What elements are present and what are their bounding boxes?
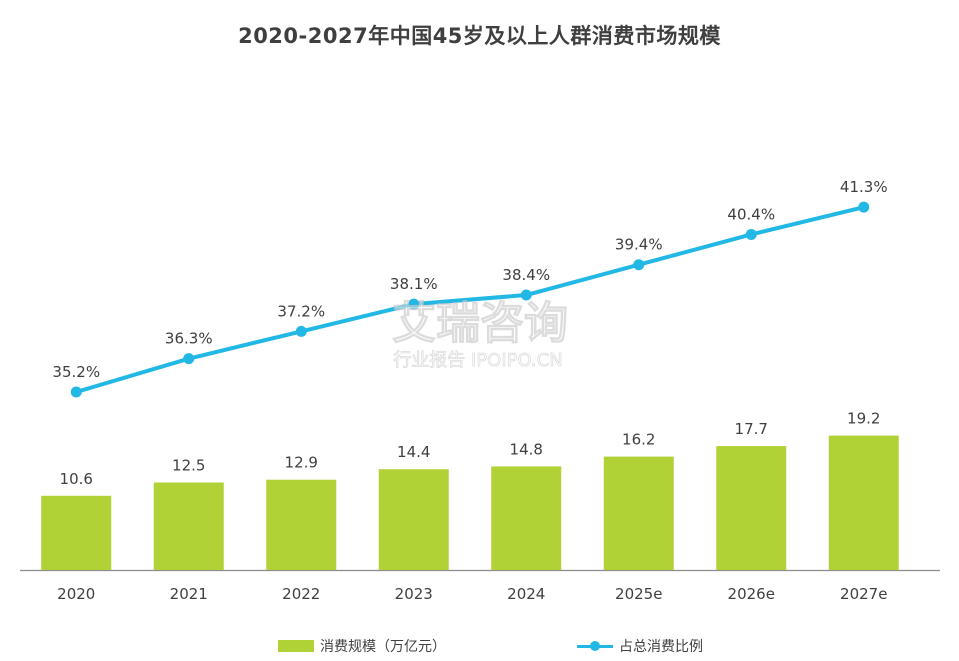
x-tick-label: 2027e	[840, 585, 887, 603]
line-point-2020	[70, 386, 82, 398]
line-value-label: 38.1%	[390, 275, 438, 293]
bar-2027e	[828, 435, 899, 570]
bar-2022	[266, 479, 337, 570]
watermark-main: 艾瑞咨询	[392, 298, 568, 349]
bar-value-label: 14.4	[397, 443, 430, 461]
line-point-2023	[408, 298, 420, 310]
bar-2025e	[603, 456, 674, 570]
legend-line-swatch	[577, 640, 613, 652]
bar-value-label: 12.9	[285, 454, 318, 472]
bar-2026e	[716, 446, 787, 570]
bar-2023	[378, 469, 449, 570]
watermark-sub: 行业报告 IPOIPO.CN	[393, 350, 562, 371]
line-value-label: 40.4%	[727, 205, 775, 223]
legend-item-line: 占总消费比例	[577, 636, 703, 656]
line-value-label: 35.2%	[52, 363, 100, 381]
x-tick-label: 2025e	[615, 585, 662, 603]
bar-value-label: 14.8	[510, 440, 543, 458]
line-point-2026e	[745, 228, 757, 240]
bar-value-label: 17.7	[735, 420, 768, 438]
x-tick-label: 2020	[57, 585, 95, 603]
legend-line-label: 占总消费比例	[619, 639, 703, 655]
x-tick-label: 2026e	[728, 585, 775, 603]
chart-title: 2020-2027年中国45岁及以上人群消费市场规模	[238, 24, 721, 48]
line-point-2027e	[858, 201, 870, 213]
line-series	[75, 205, 865, 394]
bar-value-label: 16.2	[622, 431, 655, 449]
x-tick-label: 2021	[170, 585, 208, 603]
bar-value-label: 19.2	[847, 410, 880, 428]
line-point-2024	[520, 289, 532, 301]
x-tick-label: 2023	[395, 585, 433, 603]
line-point-2021	[183, 353, 195, 365]
x-tick-label: 2024	[507, 585, 545, 603]
x-tick-label: 2022	[282, 585, 320, 603]
line-point-2022	[295, 325, 307, 337]
bar-2024	[491, 466, 562, 570]
line-value-label: 37.2%	[277, 302, 325, 320]
line-point-2025e	[633, 259, 645, 271]
line-value-label: 38.4%	[502, 266, 550, 284]
legend-bar-label: 消费规模（万亿元）	[320, 639, 446, 655]
line-value-label: 36.3%	[165, 330, 213, 348]
legend-bar-swatch	[278, 640, 314, 652]
legend-item-bar: 消费规模（万亿元）	[278, 636, 446, 656]
bar-value-label: 12.5	[172, 457, 205, 475]
line-value-label: 39.4%	[615, 236, 663, 254]
bar-value-label: 10.6	[60, 470, 93, 488]
bar-2021	[153, 482, 224, 570]
line-value-label: 41.3%	[840, 178, 888, 196]
bar-2020	[41, 495, 112, 570]
